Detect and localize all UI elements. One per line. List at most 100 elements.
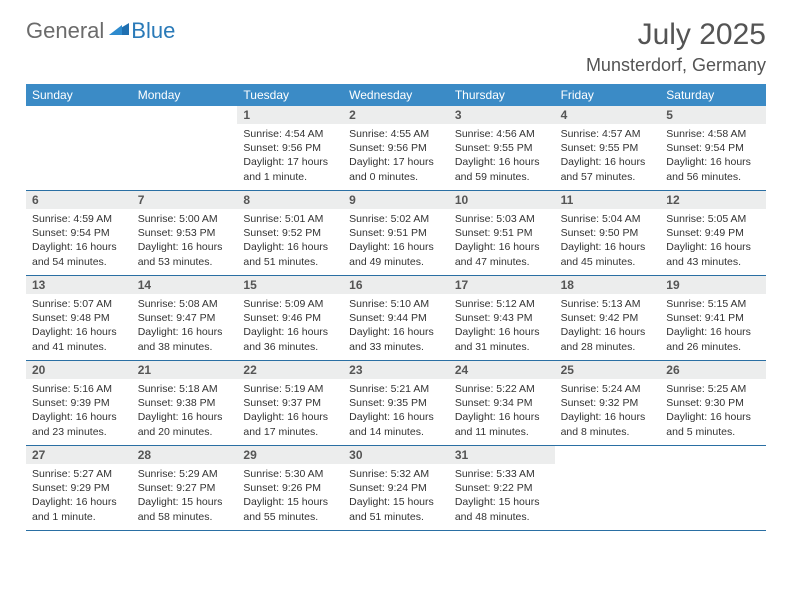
daylight-text: Daylight: 16 hours and 45 minutes.	[561, 240, 655, 268]
sunrise-text: Sunrise: 4:57 AM	[561, 127, 655, 141]
day-details: Sunrise: 5:27 AMSunset: 9:29 PMDaylight:…	[26, 464, 132, 530]
day-of-week-row: SundayMondayTuesdayWednesdayThursdayFrid…	[26, 84, 766, 106]
day-number: 23	[343, 361, 449, 379]
calendar-page: General Blue July 2025 Munsterdorf, Germ…	[0, 0, 792, 531]
sunrise-text: Sunrise: 5:25 AM	[666, 382, 760, 396]
sunset-text: Sunset: 9:54 PM	[666, 141, 760, 155]
calendar-cell: 4Sunrise: 4:57 AMSunset: 9:55 PMDaylight…	[555, 106, 661, 190]
sunrise-text: Sunrise: 5:09 AM	[243, 297, 337, 311]
calendar-cell: 30Sunrise: 5:32 AMSunset: 9:24 PMDayligh…	[343, 446, 449, 530]
calendar-cell: 7Sunrise: 5:00 AMSunset: 9:53 PMDaylight…	[132, 191, 238, 275]
daylight-text: Daylight: 16 hours and 33 minutes.	[349, 325, 443, 353]
sunrise-text: Sunrise: 5:03 AM	[455, 212, 549, 226]
sunset-text: Sunset: 9:26 PM	[243, 481, 337, 495]
calendar-cell: 12Sunrise: 5:05 AMSunset: 9:49 PMDayligh…	[660, 191, 766, 275]
daylight-text: Daylight: 16 hours and 59 minutes.	[455, 155, 549, 183]
page-header: General Blue July 2025 Munsterdorf, Germ…	[26, 18, 766, 76]
calendar-cell: 9Sunrise: 5:02 AMSunset: 9:51 PMDaylight…	[343, 191, 449, 275]
sunset-text: Sunset: 9:22 PM	[455, 481, 549, 495]
day-details: Sunrise: 5:22 AMSunset: 9:34 PMDaylight:…	[449, 379, 555, 445]
day-number: 13	[26, 276, 132, 294]
day-number	[660, 446, 766, 468]
calendar-cell: 26Sunrise: 5:25 AMSunset: 9:30 PMDayligh…	[660, 361, 766, 445]
sunset-text: Sunset: 9:42 PM	[561, 311, 655, 325]
daylight-text: Daylight: 16 hours and 54 minutes.	[32, 240, 126, 268]
day-details: Sunrise: 4:57 AMSunset: 9:55 PMDaylight:…	[555, 124, 661, 190]
day-number: 24	[449, 361, 555, 379]
daylight-text: Daylight: 16 hours and 57 minutes.	[561, 155, 655, 183]
sunrise-text: Sunrise: 5:12 AM	[455, 297, 549, 311]
sunset-text: Sunset: 9:34 PM	[455, 396, 549, 410]
day-number: 15	[237, 276, 343, 294]
calendar-cell: 6Sunrise: 4:59 AMSunset: 9:54 PMDaylight…	[26, 191, 132, 275]
daylight-text: Daylight: 17 hours and 0 minutes.	[349, 155, 443, 183]
sunset-text: Sunset: 9:41 PM	[666, 311, 760, 325]
day-details: Sunrise: 5:04 AMSunset: 9:50 PMDaylight:…	[555, 209, 661, 275]
day-of-week-header: Tuesday	[237, 84, 343, 106]
sunrise-text: Sunrise: 4:55 AM	[349, 127, 443, 141]
day-of-week-header: Saturday	[660, 84, 766, 106]
daylight-text: Daylight: 16 hours and 43 minutes.	[666, 240, 760, 268]
sunset-text: Sunset: 9:44 PM	[349, 311, 443, 325]
daylight-text: Daylight: 16 hours and 41 minutes.	[32, 325, 126, 353]
day-number: 4	[555, 106, 661, 124]
sunset-text: Sunset: 9:55 PM	[561, 141, 655, 155]
sunrise-text: Sunrise: 5:21 AM	[349, 382, 443, 396]
day-number: 9	[343, 191, 449, 209]
day-number: 12	[660, 191, 766, 209]
sunrise-text: Sunrise: 5:10 AM	[349, 297, 443, 311]
calendar-cell	[26, 106, 132, 190]
daylight-text: Daylight: 17 hours and 1 minute.	[243, 155, 337, 183]
day-details: Sunrise: 5:02 AMSunset: 9:51 PMDaylight:…	[343, 209, 449, 275]
day-number: 29	[237, 446, 343, 464]
sunset-text: Sunset: 9:39 PM	[32, 396, 126, 410]
sunset-text: Sunset: 9:55 PM	[455, 141, 549, 155]
calendar-cell: 14Sunrise: 5:08 AMSunset: 9:47 PMDayligh…	[132, 276, 238, 360]
sunrise-text: Sunrise: 5:01 AM	[243, 212, 337, 226]
sunrise-text: Sunrise: 5:27 AM	[32, 467, 126, 481]
day-number: 10	[449, 191, 555, 209]
logo-mark-icon	[109, 19, 129, 35]
day-number: 1	[237, 106, 343, 124]
day-details: Sunrise: 5:32 AMSunset: 9:24 PMDaylight:…	[343, 464, 449, 530]
daylight-text: Daylight: 16 hours and 53 minutes.	[138, 240, 232, 268]
day-number: 2	[343, 106, 449, 124]
day-details: Sunrise: 5:33 AMSunset: 9:22 PMDaylight:…	[449, 464, 555, 530]
day-details: Sunrise: 5:18 AMSunset: 9:38 PMDaylight:…	[132, 379, 238, 445]
day-details: Sunrise: 4:55 AMSunset: 9:56 PMDaylight:…	[343, 124, 449, 190]
calendar-cell: 1Sunrise: 4:54 AMSunset: 9:56 PMDaylight…	[237, 106, 343, 190]
day-number: 21	[132, 361, 238, 379]
calendar-cell	[660, 446, 766, 530]
sunset-text: Sunset: 9:35 PM	[349, 396, 443, 410]
sunrise-text: Sunrise: 5:02 AM	[349, 212, 443, 226]
daylight-text: Daylight: 16 hours and 14 minutes.	[349, 410, 443, 438]
daylight-text: Daylight: 16 hours and 56 minutes.	[666, 155, 760, 183]
day-number: 7	[132, 191, 238, 209]
day-number: 27	[26, 446, 132, 464]
day-number: 20	[26, 361, 132, 379]
calendar-cell: 22Sunrise: 5:19 AMSunset: 9:37 PMDayligh…	[237, 361, 343, 445]
day-number: 22	[237, 361, 343, 379]
calendar-cell	[132, 106, 238, 190]
sunset-text: Sunset: 9:53 PM	[138, 226, 232, 240]
daylight-text: Daylight: 15 hours and 58 minutes.	[138, 495, 232, 523]
sunset-text: Sunset: 9:56 PM	[243, 141, 337, 155]
day-number: 25	[555, 361, 661, 379]
sunrise-text: Sunrise: 5:19 AM	[243, 382, 337, 396]
sunset-text: Sunset: 9:46 PM	[243, 311, 337, 325]
calendar-cell: 17Sunrise: 5:12 AMSunset: 9:43 PMDayligh…	[449, 276, 555, 360]
month-title: July 2025	[586, 18, 766, 51]
day-number	[26, 106, 132, 128]
sunrise-text: Sunrise: 5:30 AM	[243, 467, 337, 481]
logo-text-left: General	[26, 18, 104, 44]
day-details: Sunrise: 5:21 AMSunset: 9:35 PMDaylight:…	[343, 379, 449, 445]
day-details: Sunrise: 5:15 AMSunset: 9:41 PMDaylight:…	[660, 294, 766, 360]
calendar-cell: 31Sunrise: 5:33 AMSunset: 9:22 PMDayligh…	[449, 446, 555, 530]
calendar-cell: 19Sunrise: 5:15 AMSunset: 9:41 PMDayligh…	[660, 276, 766, 360]
title-block: July 2025 Munsterdorf, Germany	[586, 18, 766, 76]
day-details: Sunrise: 4:58 AMSunset: 9:54 PMDaylight:…	[660, 124, 766, 190]
daylight-text: Daylight: 16 hours and 26 minutes.	[666, 325, 760, 353]
calendar-cell: 5Sunrise: 4:58 AMSunset: 9:54 PMDaylight…	[660, 106, 766, 190]
day-details: Sunrise: 5:29 AMSunset: 9:27 PMDaylight:…	[132, 464, 238, 530]
day-details: Sunrise: 5:08 AMSunset: 9:47 PMDaylight:…	[132, 294, 238, 360]
